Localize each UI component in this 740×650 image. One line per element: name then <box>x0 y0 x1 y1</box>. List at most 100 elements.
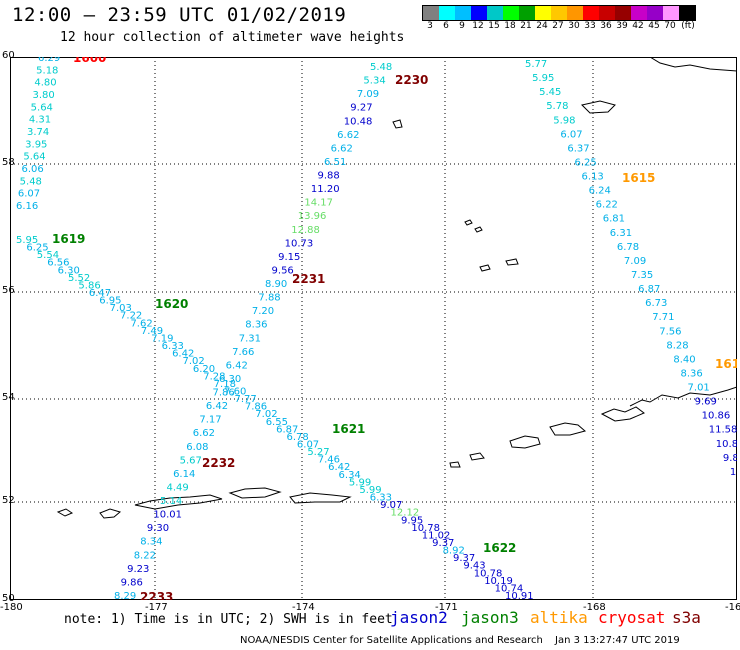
swh-value: 6.07 <box>18 189 40 200</box>
color-swatch <box>551 6 567 20</box>
color-scale-label: 33 <box>584 21 596 31</box>
unimak-island <box>600 406 645 422</box>
swh-value: 5.95 <box>532 73 554 84</box>
swh-value: 6.87 <box>638 284 660 295</box>
swh-value: 9.43 <box>463 561 485 572</box>
swh-value: 6.29 <box>38 57 60 64</box>
swh-value: 9.37 <box>432 538 454 549</box>
color-swatch <box>583 6 599 20</box>
pass-time-label: 161 <box>715 357 737 371</box>
swh-value: 5.52 <box>68 273 90 284</box>
swh-value: 10.78 <box>411 523 440 534</box>
pribilof-stgeorge <box>474 226 483 233</box>
swh-value: 5.48 <box>20 176 42 187</box>
alaska-mainland-top <box>649 57 737 72</box>
swh-value: 4.49 <box>167 482 189 493</box>
swh-value: 9.37 <box>453 553 475 564</box>
latitude-label: 50 <box>2 593 15 604</box>
swh-value: 7.77 <box>234 394 256 405</box>
swh-value: 6.87 <box>276 424 298 435</box>
legend-jason2: jason2 <box>390 608 448 627</box>
color-swatch <box>647 6 663 20</box>
swh-value: 6.42 <box>206 401 228 412</box>
legend-cryosat: cryosat <box>598 608 666 627</box>
color-swatch <box>519 6 535 20</box>
swh-value: 9.23 <box>127 564 149 575</box>
swh-value: 6.30 <box>219 374 241 385</box>
rat-islands <box>99 508 122 519</box>
swh-value: 7.46 <box>318 455 340 466</box>
swh-value: 5.86 <box>78 280 100 291</box>
color-scale-label: 24 <box>536 21 548 31</box>
swh-value: 10 <box>730 467 737 478</box>
swh-value: 6.78 <box>617 242 639 253</box>
swh-value: 7.71 <box>652 312 674 323</box>
swh-value: 6.42 <box>328 462 350 473</box>
color-swatch <box>599 6 615 20</box>
swh-value: 8.22 <box>134 550 156 561</box>
swh-value: 6.33 <box>162 341 184 352</box>
color-swatch <box>567 6 583 20</box>
swh-value: 8.34 <box>140 537 162 548</box>
swh-value: 9.95 <box>401 515 423 526</box>
swh-value: 7.02 <box>182 356 204 367</box>
color-swatch <box>535 6 551 20</box>
pass-time-label: 1600 <box>73 57 106 65</box>
swh-value: 8.40 <box>673 354 695 365</box>
swh-value: 5.14 <box>160 496 182 507</box>
color-swatch <box>631 6 647 20</box>
graticule <box>10 57 737 600</box>
swh-value: 11.02 <box>422 530 451 541</box>
pass-time-label: 1621 <box>332 422 365 436</box>
swh-value: 8.36 <box>680 368 702 379</box>
swh-value: 5.64 <box>23 152 45 163</box>
swh-value: 9.8 <box>723 453 737 464</box>
chart-subtitle: 12 hour collection of altimeter wave hei… <box>60 30 405 45</box>
color-swatch <box>679 6 695 20</box>
units-note: note: 1) Time is in UTC; 2) SWH is in fe… <box>64 612 393 627</box>
swh-value: 7.18 <box>214 379 236 390</box>
swh-value: 7.03 <box>110 303 132 314</box>
swh-value: 6.73 <box>645 298 667 309</box>
generated-time: Jan 3 13:27:47 UTC 2019 <box>555 635 680 646</box>
color-scale-label: 27 <box>552 21 564 31</box>
color-swatch <box>455 6 471 20</box>
swh-value: 4.31 <box>29 115 51 126</box>
legend-altika: altika <box>530 608 588 627</box>
swh-value: 8.28 <box>666 340 688 351</box>
swh-value: 6.51 <box>324 157 346 168</box>
near-islands <box>56 508 74 517</box>
color-swatch <box>615 6 631 20</box>
swh-value: 10.48 <box>344 116 373 127</box>
swh-value: 6.20 <box>193 364 215 375</box>
swh-value: 7.66 <box>232 347 254 358</box>
color-swatch <box>663 6 679 20</box>
swh-value: 6.16 <box>16 201 38 212</box>
swh-value: 14.17 <box>304 198 333 209</box>
swh-value: 9.15 <box>278 252 300 263</box>
pass-time-label: 2230 <box>395 73 428 87</box>
swh-value: 5.95 <box>16 235 38 246</box>
adak-kanaga <box>134 494 223 510</box>
color-scale-label: (ft) <box>681 21 695 31</box>
color-scale-bar <box>422 5 696 21</box>
swh-value: 7.49 <box>141 326 163 337</box>
swh-value: 3.74 <box>27 127 49 138</box>
swh-value: 12.12 <box>391 508 420 519</box>
swh-value: 5.99 <box>359 485 381 496</box>
color-scale-label: 3 <box>427 21 433 31</box>
swh-value: 10.84 <box>716 439 737 450</box>
swh-value: 10.78 <box>474 568 503 579</box>
swh-value: 7.20 <box>252 306 274 317</box>
swh-value: 6.13 <box>582 172 604 183</box>
swh-value: 10.73 <box>285 238 314 249</box>
pass-time-label: 1620 <box>155 297 188 311</box>
swh-value: 13.96 <box>298 211 327 222</box>
islands-of-four <box>469 452 485 461</box>
bering-islet <box>505 258 519 266</box>
swh-value: 5.67 <box>180 455 202 466</box>
swh-value: 6.07 <box>297 440 319 451</box>
longitude-label: -177 <box>145 602 168 613</box>
andreanof-islands <box>228 487 282 499</box>
color-swatch <box>423 6 439 20</box>
